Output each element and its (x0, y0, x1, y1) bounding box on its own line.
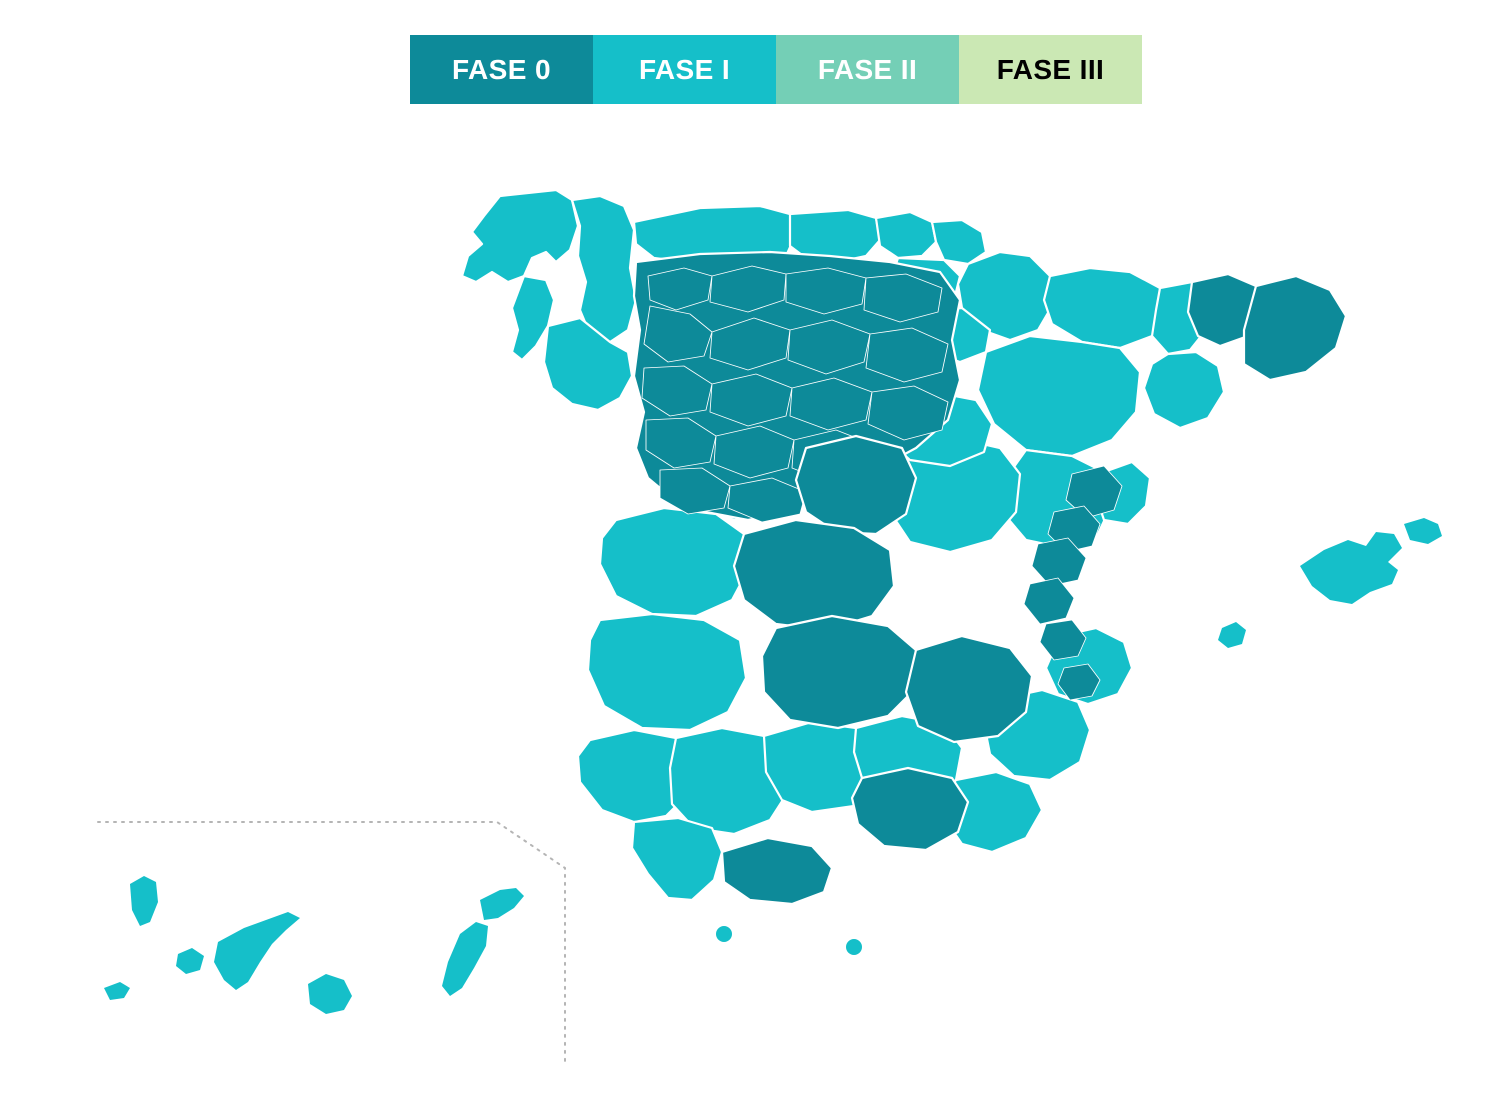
region-caceres[interactable] (598, 506, 750, 618)
health-zone (1023, 577, 1075, 625)
region-madrid[interactable] (794, 434, 918, 536)
legend-item-fase-2[interactable]: FASE II (776, 35, 959, 104)
region-gipuzkoa[interactable] (930, 218, 988, 266)
island-la-gomera[interactable] (176, 948, 204, 974)
region-lugo[interactable] (570, 194, 638, 344)
region-toledo[interactable] (732, 518, 896, 632)
region-zaragoza[interactable] (976, 334, 1142, 458)
health-zone (1039, 619, 1087, 661)
region-a-coruna[interactable] (460, 188, 580, 284)
region-cadiz[interactable] (630, 816, 724, 902)
health-zone (865, 327, 949, 383)
region-pontevedra[interactable] (510, 274, 556, 362)
region-malaga[interactable] (720, 836, 834, 906)
island-ibiza[interactable] (1218, 622, 1246, 648)
legend-label-fase-2: FASE II (817, 53, 918, 85)
region-granada[interactable] (850, 766, 970, 852)
island-mallorca[interactable] (1300, 532, 1402, 604)
health-zone (645, 417, 717, 469)
region-ourense[interactable] (542, 316, 634, 412)
health-zone (785, 267, 867, 315)
region-girona[interactable] (1242, 274, 1348, 382)
health-zone (641, 365, 713, 417)
region-ciudad-real[interactable] (760, 614, 918, 730)
health-zone (709, 373, 793, 427)
health-zone (713, 425, 795, 479)
health-zone (643, 305, 713, 363)
island-tenerife[interactable] (214, 912, 300, 990)
island-gran-canaria[interactable] (308, 974, 352, 1014)
health-zone (1065, 465, 1123, 519)
region-badajoz[interactable] (586, 612, 748, 732)
health-zone (787, 319, 871, 375)
legend-label-fase-1: FASE I (638, 53, 731, 85)
region-cantabria[interactable] (788, 208, 882, 264)
health-zone (709, 317, 791, 371)
health-zone (709, 265, 787, 313)
island-el-hierro[interactable] (104, 982, 130, 1000)
health-zone (1031, 537, 1087, 587)
legend-item-fase-0[interactable]: FASE 0 (410, 35, 593, 104)
health-zone (789, 377, 873, 431)
island-la-palma[interactable] (130, 876, 158, 926)
health-zone (867, 385, 949, 441)
region-huelva[interactable] (576, 728, 694, 824)
island-lanzarote[interactable] (480, 888, 524, 920)
health-zone (727, 477, 807, 523)
legend-item-fase-3[interactable]: FASE III (959, 35, 1142, 104)
legend-label-fase-3: FASE III (996, 53, 1105, 85)
region-sevilla[interactable] (668, 726, 790, 836)
health-zone (647, 267, 713, 311)
enclave-ceuta[interactable] (716, 926, 732, 942)
island-fuerteventura[interactable] (442, 922, 488, 996)
enclave-melilla[interactable] (846, 939, 862, 955)
legend-label-fase-0: FASE 0 (452, 53, 551, 85)
phase-legend: FASE 0 FASE I FASE II FASE III (410, 35, 1142, 104)
region-huesca[interactable] (1042, 266, 1168, 350)
health-zone (659, 467, 731, 515)
island-menorca[interactable] (1404, 518, 1442, 544)
canary-inset-frame (97, 821, 566, 1063)
valencia-health-departments (1023, 465, 1123, 701)
region-tarragona[interactable] (1142, 350, 1226, 430)
legend-item-fase-1[interactable]: FASE I (593, 35, 776, 104)
health-zone (1057, 663, 1101, 701)
region-bizkaia[interactable] (874, 210, 938, 260)
region-albacete[interactable] (904, 634, 1034, 744)
health-zone (863, 273, 943, 323)
